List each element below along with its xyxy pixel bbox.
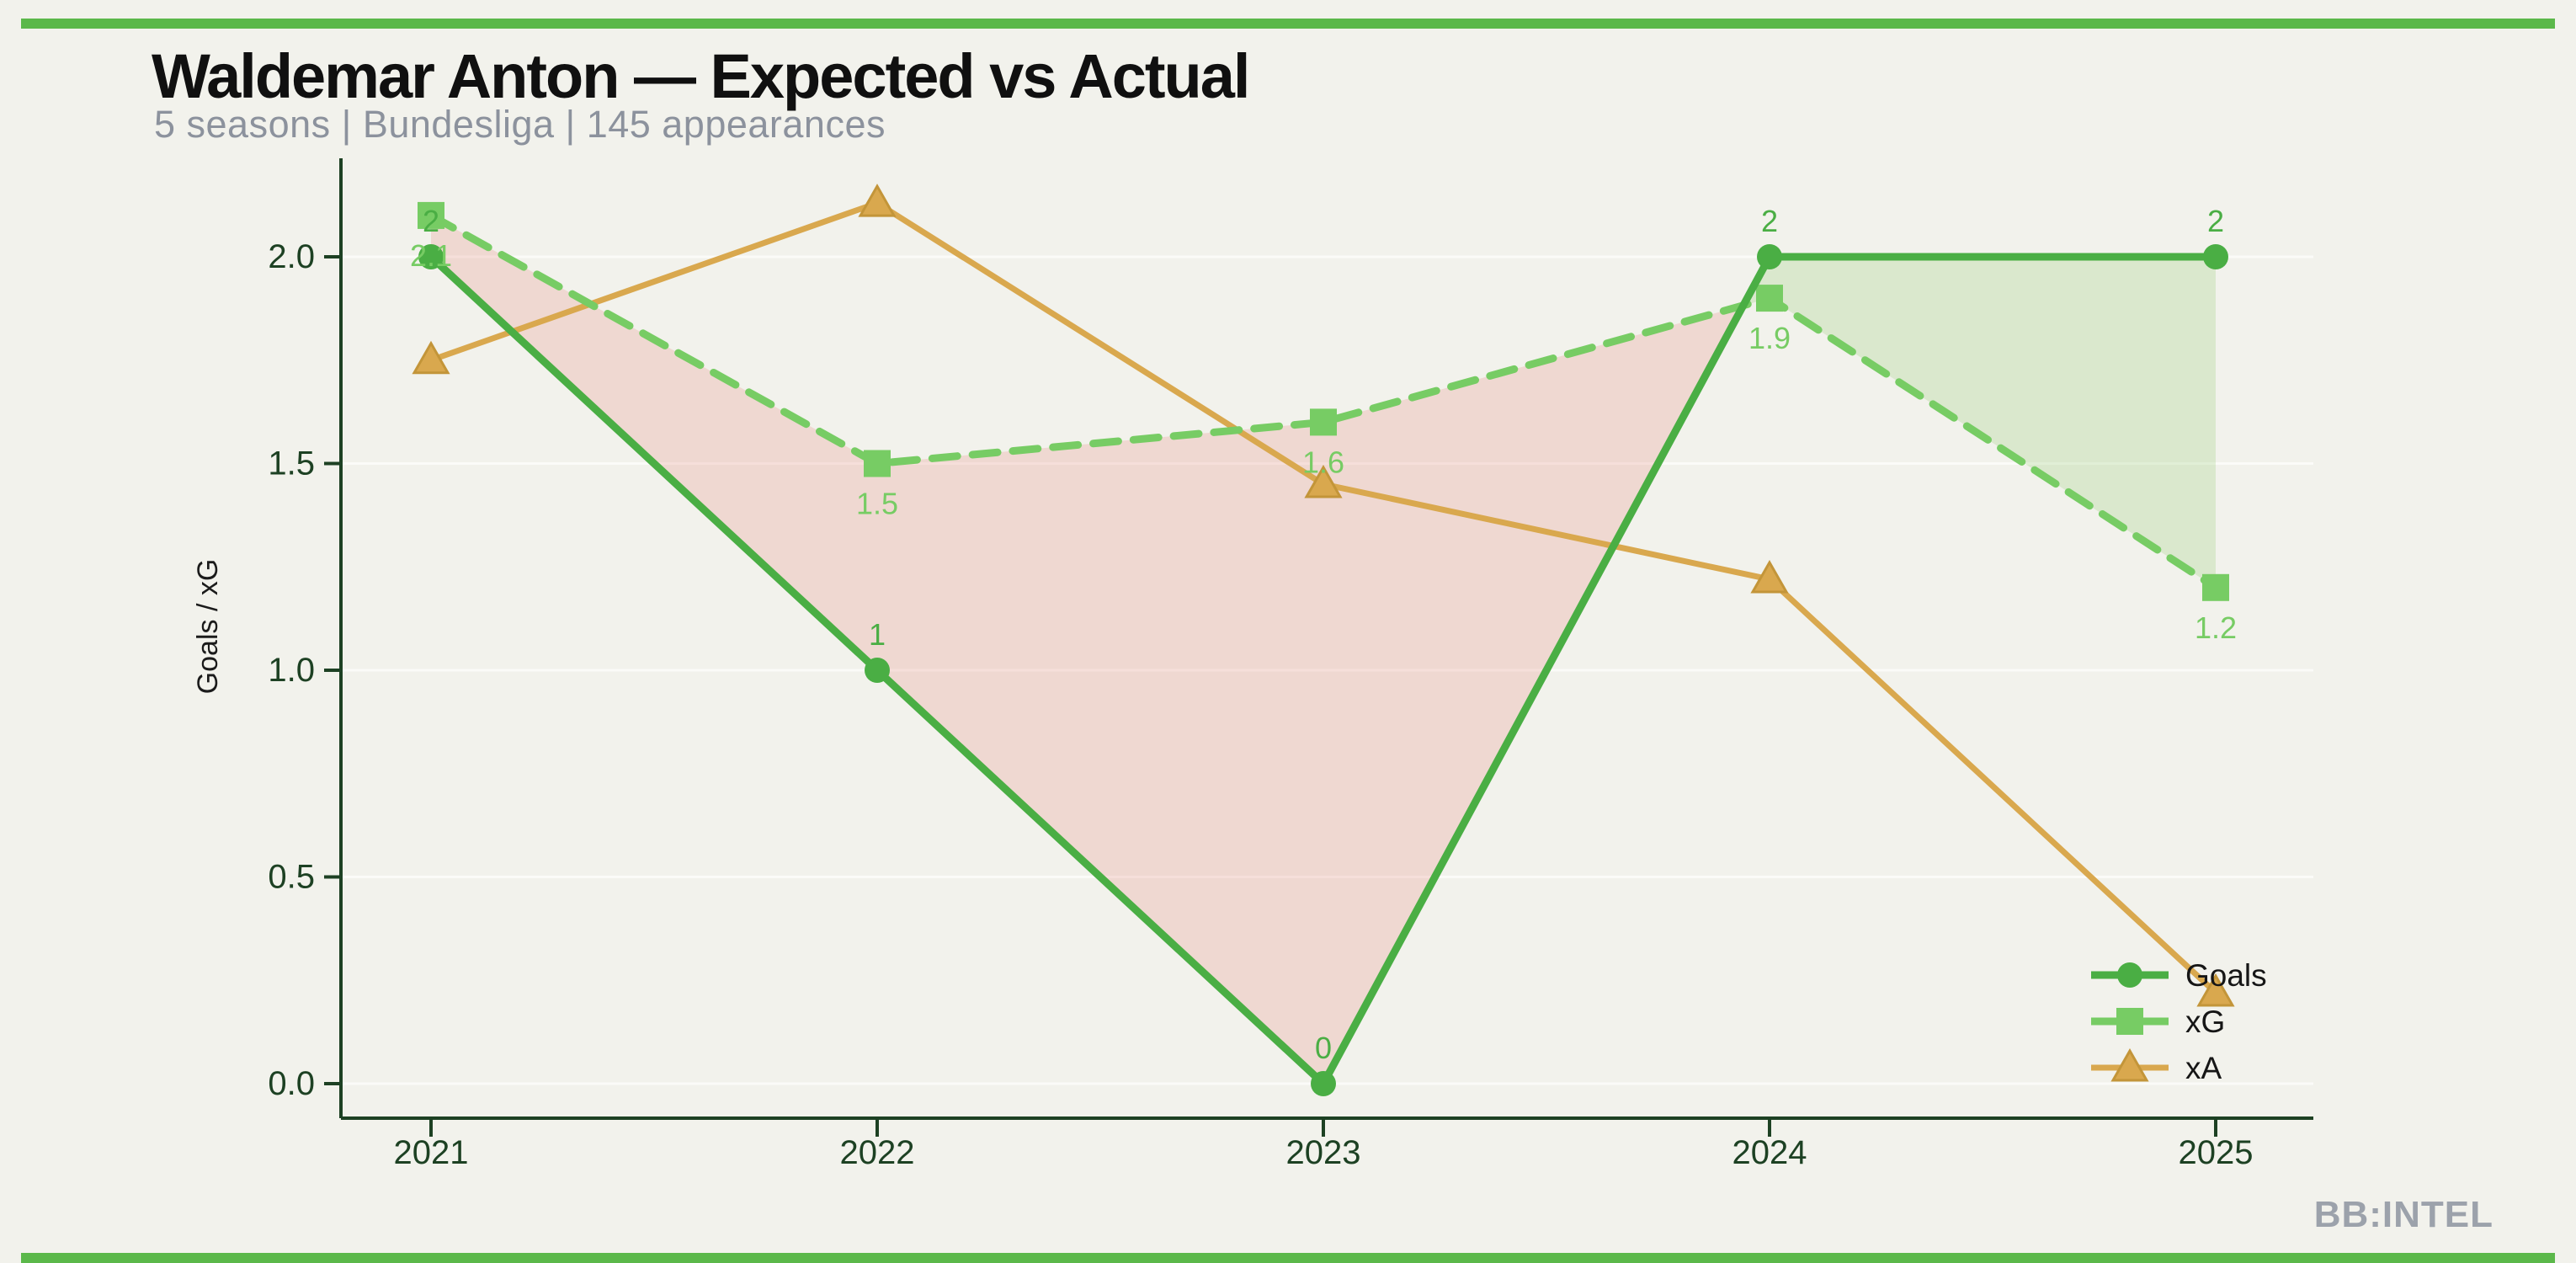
legend-item-xa: xA: [2091, 1047, 2222, 1085]
x-tick-label: 2025: [2179, 1134, 2254, 1171]
data-labels: 2.1 1.5 1.6 1.9 1.2 2 1 0 2 2: [410, 204, 2237, 1065]
legend-circle-icon: [2117, 962, 2142, 988]
top-accent-bar: [21, 19, 2555, 29]
bottom-accent-bar: [21, 1253, 2555, 1263]
legend-label: xA: [2185, 1051, 2222, 1085]
goals-marker: [418, 244, 444, 269]
y-axis-title: Goals / xG: [192, 559, 224, 695]
xa-marker: [1750, 559, 1789, 594]
legend-square-icon: [2116, 1008, 2143, 1035]
fill-xg-over-goals: [431, 215, 1743, 1084]
goals-marker: [2203, 244, 2228, 269]
xg-marker: [1310, 408, 1337, 436]
xg-marker: [1756, 285, 1783, 312]
series-lines: [412, 184, 2235, 1096]
goals-data-label: 1: [869, 617, 886, 652]
goals-data-label: 2: [423, 204, 439, 238]
xg-marker: [418, 201, 444, 229]
y-tick-label: 0.0: [268, 1065, 315, 1102]
xg-data-label: 1.6: [1302, 445, 1344, 479]
legend-label: Goals: [2185, 958, 2267, 993]
legend-triangle-icon: [2110, 1047, 2149, 1082]
goals-data-label: 2: [1761, 204, 1778, 238]
legend-item-xg: xG: [2091, 1005, 2225, 1039]
fill-regions: [431, 215, 2216, 1084]
y-tick-label: 1.5: [268, 445, 315, 482]
goals-marker: [1311, 1071, 1336, 1096]
xa-marker: [1304, 465, 1343, 498]
goals-data-label: 2: [2207, 204, 2224, 238]
xg-data-label: 1.2: [2195, 610, 2237, 645]
watermark-logo: BB:INTEL: [2313, 1194, 2494, 1235]
chart-subtitle: 5 seasons | Bundesliga | 145 appearances: [154, 103, 886, 146]
y-tick-label: 2.0: [268, 238, 315, 275]
xg-data-label: 1.9: [1748, 321, 1791, 355]
xg-marker: [864, 450, 891, 477]
y-tick-label: 0.5: [268, 859, 315, 896]
goals-marker: [1757, 244, 1782, 269]
y-tick-label: 1.0: [268, 652, 315, 689]
fill-goals-over-xg: [1743, 257, 2216, 588]
x-tick-label: 2024: [1732, 1134, 1807, 1171]
legend-item-goals: Goals: [2091, 958, 2267, 993]
chart-title: Waldemar Anton — Expected vs Actual: [152, 41, 1250, 111]
x-tick-label: 2022: [840, 1134, 915, 1171]
xg-marker: [2202, 573, 2229, 601]
xg-data-label: 2.1: [410, 238, 452, 273]
xa-marker: [2196, 973, 2235, 1007]
xg-data-label: 1.5: [856, 487, 898, 521]
goals-marker: [865, 658, 890, 683]
goals-data-label: 0: [1315, 1031, 1332, 1065]
xa-marker: [858, 184, 897, 217]
x-tick-label: 2021: [394, 1134, 469, 1171]
xa-marker: [412, 340, 450, 375]
legend: Goals xG xA: [2091, 958, 2267, 1085]
series-xg-line: [427, 211, 2220, 592]
x-tick-label: 2023: [1286, 1134, 1361, 1171]
legend-label: xG: [2185, 1005, 2225, 1039]
